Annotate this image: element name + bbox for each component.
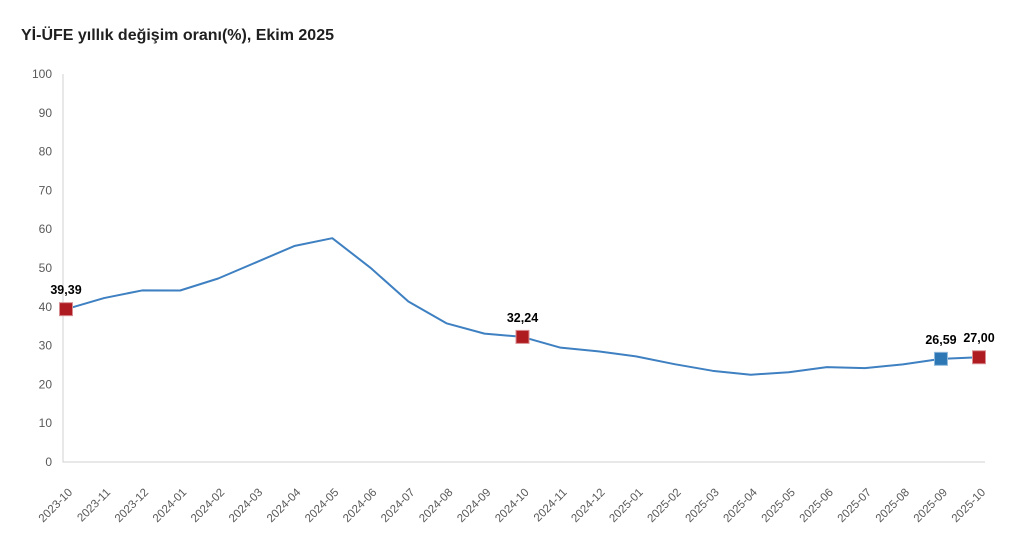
x-tick-label: 2025-01 (607, 487, 645, 525)
x-tick-label: 2025-06 (798, 487, 836, 525)
y-tick-label: 0 (45, 455, 52, 469)
y-tick-label: 90 (39, 106, 53, 120)
marker-2025-09 (933, 351, 948, 366)
point-label-2025-09: 26,59 (925, 333, 956, 347)
x-tick-label: 2024-07 (379, 487, 417, 525)
x-tick-label: 2024-12 (569, 487, 607, 525)
x-tick-label: 2025-04 (722, 486, 761, 525)
y-tick-label: 100 (32, 67, 52, 81)
x-tick-label: 2024-09 (455, 487, 493, 525)
marker-2024-10 (515, 329, 530, 344)
x-tick-label: 2025-09 (912, 487, 950, 525)
y-tick-label: 80 (39, 145, 53, 159)
x-tick-label: 2024-04 (265, 486, 304, 525)
x-tick-label: 2024-01 (151, 487, 189, 525)
y-tick-label: 30 (39, 339, 53, 353)
x-tick-label: 2023-10 (37, 487, 75, 525)
x-tick-label: 2024-10 (493, 487, 531, 525)
x-tick-label: 2025-02 (645, 487, 683, 525)
x-tick-label: 2024-02 (189, 487, 227, 525)
x-tick-label: 2023-12 (113, 487, 151, 525)
x-tick-label: 2024-03 (227, 487, 265, 525)
x-tick-label: 2023-11 (75, 487, 113, 525)
x-tick-label: 2025-08 (874, 487, 912, 525)
point-label-2025-10: 27,00 (963, 331, 994, 345)
marker-2023-10 (59, 302, 73, 317)
y-tick-label: 70 (39, 183, 53, 197)
x-tick-label: 2025-03 (683, 487, 721, 525)
x-tick-label: 2024-11 (532, 487, 570, 525)
point-label-2024-10: 32,24 (507, 311, 538, 325)
chart-axes (62, 74, 985, 463)
x-tick-label: 2025-05 (760, 487, 798, 525)
x-tick-label: 2024-05 (303, 487, 341, 525)
y-tick-label: 50 (39, 261, 53, 275)
y-tick-label: 60 (39, 222, 53, 236)
y-tick-label: 20 (39, 377, 53, 391)
x-tick-label: 2024-06 (341, 487, 379, 525)
x-tick-label: 2024-08 (417, 487, 455, 525)
data-line (65, 237, 980, 376)
marker-2025-10 (972, 350, 986, 365)
x-tick-label: 2025-10 (950, 487, 988, 525)
point-label-2023-10: 39,39 (50, 283, 81, 297)
chart-title: Yİ-ÜFE yıllık değişim oranı(%), Ekim 202… (21, 27, 334, 44)
x-tick-label: 2025-07 (836, 487, 874, 525)
y-tick-label: 10 (39, 416, 53, 430)
y-tick-label: 40 (39, 300, 53, 314)
